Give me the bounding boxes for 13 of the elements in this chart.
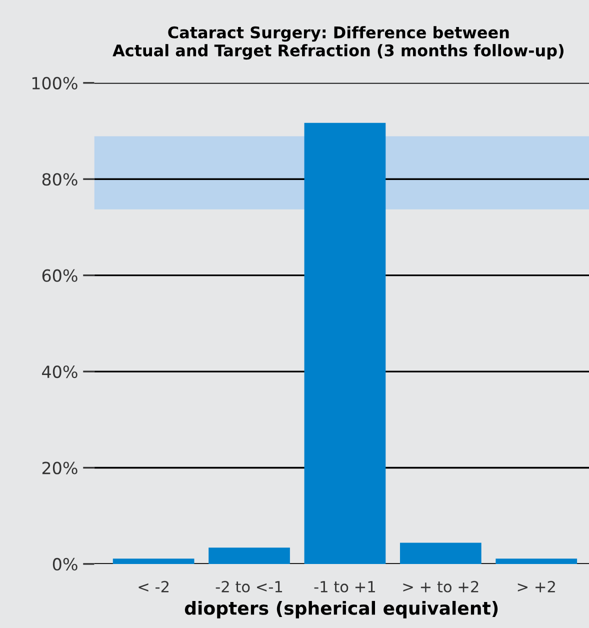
x-tick-label: > + to +2: [403, 580, 478, 592]
y-tick-label: 0%: [52, 558, 78, 571]
x-axis-title: diopters (spherical equivalent): [184, 600, 498, 618]
chart-title: Cataract Surgery: Difference between Actual and Target Refraction (3 months follow-up): [112, 26, 564, 60]
y-tick-label: 100%: [32, 76, 78, 90]
y-tick-label: 80%: [42, 173, 78, 186]
x-tick-label: -2 to <-1: [216, 580, 282, 592]
y-tick-label: 40%: [42, 365, 78, 378]
y-tick-label: 20%: [42, 462, 78, 474]
x-tick-label: -1 to +1: [314, 581, 375, 592]
y-tick-label: 60%: [42, 269, 78, 282]
x-tick-label: < -2: [138, 580, 168, 592]
x-tick-label: > +2: [518, 580, 555, 592]
